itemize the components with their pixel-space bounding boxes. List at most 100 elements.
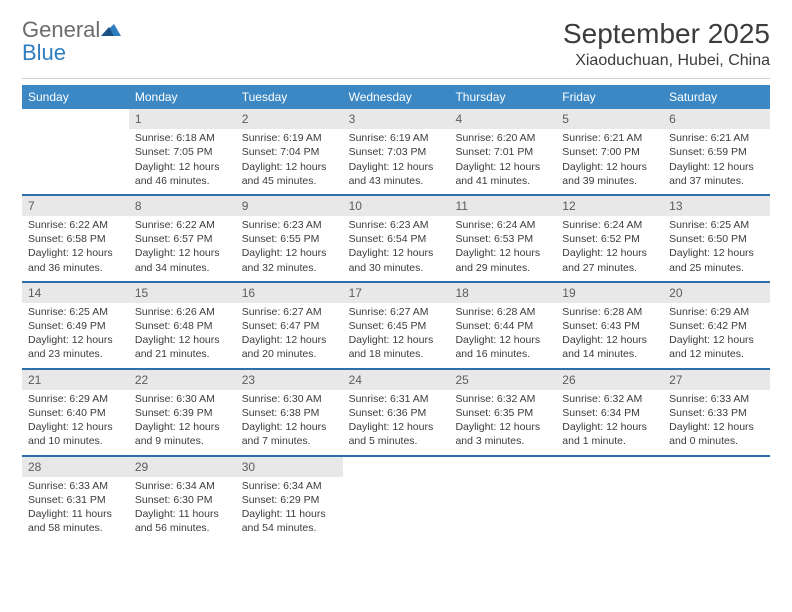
day-cell: 26Sunrise: 6:32 AMSunset: 6:34 PMDayligh… bbox=[556, 370, 663, 455]
month-title: September 2025 bbox=[563, 18, 770, 50]
day-details: Sunrise: 6:23 AMSunset: 6:54 PMDaylight:… bbox=[343, 216, 450, 281]
day-cell: 4Sunrise: 6:20 AMSunset: 7:01 PMDaylight… bbox=[449, 109, 556, 194]
weeks-container: 1Sunrise: 6:18 AMSunset: 7:05 PMDaylight… bbox=[22, 109, 770, 541]
day-cell bbox=[22, 109, 129, 194]
daylight-text: Daylight: 12 hours and 9 minutes. bbox=[135, 420, 230, 448]
sunrise-text: Sunrise: 6:30 AM bbox=[135, 392, 230, 406]
day-cell: 29Sunrise: 6:34 AMSunset: 6:30 PMDayligh… bbox=[129, 457, 236, 542]
daylight-text: Daylight: 12 hours and 0 minutes. bbox=[669, 420, 764, 448]
daylight-text: Daylight: 12 hours and 16 minutes. bbox=[455, 333, 550, 361]
sunrise-text: Sunrise: 6:27 AM bbox=[349, 305, 444, 319]
day-number: 9 bbox=[236, 196, 343, 216]
sunset-text: Sunset: 6:29 PM bbox=[242, 493, 337, 507]
day-cell: 2Sunrise: 6:19 AMSunset: 7:04 PMDaylight… bbox=[236, 109, 343, 194]
daylight-text: Daylight: 12 hours and 37 minutes. bbox=[669, 160, 764, 188]
day-details: Sunrise: 6:29 AMSunset: 6:42 PMDaylight:… bbox=[663, 303, 770, 368]
daylight-text: Daylight: 12 hours and 3 minutes. bbox=[455, 420, 550, 448]
day-cell: 3Sunrise: 6:19 AMSunset: 7:03 PMDaylight… bbox=[343, 109, 450, 194]
day-details: Sunrise: 6:24 AMSunset: 6:53 PMDaylight:… bbox=[449, 216, 556, 281]
week-row: 14Sunrise: 6:25 AMSunset: 6:49 PMDayligh… bbox=[22, 283, 770, 370]
day-details: Sunrise: 6:31 AMSunset: 6:36 PMDaylight:… bbox=[343, 390, 450, 455]
daylight-text: Daylight: 12 hours and 1 minute. bbox=[562, 420, 657, 448]
sunset-text: Sunset: 6:55 PM bbox=[242, 232, 337, 246]
day-cell: 23Sunrise: 6:30 AMSunset: 6:38 PMDayligh… bbox=[236, 370, 343, 455]
daylight-text: Daylight: 12 hours and 7 minutes. bbox=[242, 420, 337, 448]
logo: GeneralBlue bbox=[22, 18, 123, 64]
day-cell: 22Sunrise: 6:30 AMSunset: 6:39 PMDayligh… bbox=[129, 370, 236, 455]
week-row: 21Sunrise: 6:29 AMSunset: 6:40 PMDayligh… bbox=[22, 370, 770, 457]
day-cell: 19Sunrise: 6:28 AMSunset: 6:43 PMDayligh… bbox=[556, 283, 663, 368]
day-number: 27 bbox=[663, 370, 770, 390]
daylight-text: Daylight: 12 hours and 10 minutes. bbox=[28, 420, 123, 448]
daylight-text: Daylight: 12 hours and 27 minutes. bbox=[562, 246, 657, 274]
day-details: Sunrise: 6:29 AMSunset: 6:40 PMDaylight:… bbox=[22, 390, 129, 455]
daylight-text: Daylight: 11 hours and 54 minutes. bbox=[242, 507, 337, 535]
day-cell: 28Sunrise: 6:33 AMSunset: 6:31 PMDayligh… bbox=[22, 457, 129, 542]
day-details: Sunrise: 6:34 AMSunset: 6:30 PMDaylight:… bbox=[129, 477, 236, 542]
day-details: Sunrise: 6:19 AMSunset: 7:03 PMDaylight:… bbox=[343, 129, 450, 194]
sunrise-text: Sunrise: 6:21 AM bbox=[562, 131, 657, 145]
day-details: Sunrise: 6:22 AMSunset: 6:58 PMDaylight:… bbox=[22, 216, 129, 281]
day-number: 5 bbox=[556, 109, 663, 129]
day-number: 3 bbox=[343, 109, 450, 129]
sunset-text: Sunset: 7:01 PM bbox=[455, 145, 550, 159]
sunset-text: Sunset: 6:38 PM bbox=[242, 406, 337, 420]
sunrise-text: Sunrise: 6:29 AM bbox=[28, 392, 123, 406]
day-header: Sunday bbox=[22, 85, 129, 109]
day-details: Sunrise: 6:32 AMSunset: 6:34 PMDaylight:… bbox=[556, 390, 663, 455]
sunset-text: Sunset: 6:57 PM bbox=[135, 232, 230, 246]
day-details: Sunrise: 6:18 AMSunset: 7:05 PMDaylight:… bbox=[129, 129, 236, 194]
day-cell: 15Sunrise: 6:26 AMSunset: 6:48 PMDayligh… bbox=[129, 283, 236, 368]
day-number: 22 bbox=[129, 370, 236, 390]
sunset-text: Sunset: 6:34 PM bbox=[562, 406, 657, 420]
day-cell: 12Sunrise: 6:24 AMSunset: 6:52 PMDayligh… bbox=[556, 196, 663, 281]
divider bbox=[22, 78, 770, 79]
day-number: 1 bbox=[129, 109, 236, 129]
sunrise-text: Sunrise: 6:27 AM bbox=[242, 305, 337, 319]
sunset-text: Sunset: 6:30 PM bbox=[135, 493, 230, 507]
day-cell: 24Sunrise: 6:31 AMSunset: 6:36 PMDayligh… bbox=[343, 370, 450, 455]
day-number: 7 bbox=[22, 196, 129, 216]
day-details: Sunrise: 6:30 AMSunset: 6:39 PMDaylight:… bbox=[129, 390, 236, 455]
sunset-text: Sunset: 6:40 PM bbox=[28, 406, 123, 420]
sunrise-text: Sunrise: 6:28 AM bbox=[455, 305, 550, 319]
day-cell: 21Sunrise: 6:29 AMSunset: 6:40 PMDayligh… bbox=[22, 370, 129, 455]
sunrise-text: Sunrise: 6:19 AM bbox=[242, 131, 337, 145]
daylight-text: Daylight: 12 hours and 43 minutes. bbox=[349, 160, 444, 188]
header: GeneralBlue September 2025 Xiaoduchuan, … bbox=[22, 18, 770, 70]
day-cell: 27Sunrise: 6:33 AMSunset: 6:33 PMDayligh… bbox=[663, 370, 770, 455]
sunset-text: Sunset: 6:39 PM bbox=[135, 406, 230, 420]
sunset-text: Sunset: 6:58 PM bbox=[28, 232, 123, 246]
day-details: Sunrise: 6:28 AMSunset: 6:44 PMDaylight:… bbox=[449, 303, 556, 368]
sunrise-text: Sunrise: 6:32 AM bbox=[455, 392, 550, 406]
day-cell: 16Sunrise: 6:27 AMSunset: 6:47 PMDayligh… bbox=[236, 283, 343, 368]
day-cell: 17Sunrise: 6:27 AMSunset: 6:45 PMDayligh… bbox=[343, 283, 450, 368]
day-header: Saturday bbox=[663, 85, 770, 109]
daylight-text: Daylight: 12 hours and 46 minutes. bbox=[135, 160, 230, 188]
day-details: Sunrise: 6:21 AMSunset: 7:00 PMDaylight:… bbox=[556, 129, 663, 194]
day-details: Sunrise: 6:27 AMSunset: 6:47 PMDaylight:… bbox=[236, 303, 343, 368]
day-number: 28 bbox=[22, 457, 129, 477]
daylight-text: Daylight: 12 hours and 30 minutes. bbox=[349, 246, 444, 274]
day-cell bbox=[343, 457, 450, 542]
sunrise-text: Sunrise: 6:22 AM bbox=[28, 218, 123, 232]
week-row: 28Sunrise: 6:33 AMSunset: 6:31 PMDayligh… bbox=[22, 457, 770, 542]
day-details: Sunrise: 6:19 AMSunset: 7:04 PMDaylight:… bbox=[236, 129, 343, 194]
daylight-text: Daylight: 11 hours and 58 minutes. bbox=[28, 507, 123, 535]
day-details: Sunrise: 6:23 AMSunset: 6:55 PMDaylight:… bbox=[236, 216, 343, 281]
daylight-text: Daylight: 12 hours and 36 minutes. bbox=[28, 246, 123, 274]
location-subtitle: Xiaoduchuan, Hubei, China bbox=[563, 52, 770, 70]
daylight-text: Daylight: 12 hours and 18 minutes. bbox=[349, 333, 444, 361]
week-row: 7Sunrise: 6:22 AMSunset: 6:58 PMDaylight… bbox=[22, 196, 770, 283]
daylight-text: Daylight: 12 hours and 12 minutes. bbox=[669, 333, 764, 361]
day-header: Monday bbox=[129, 85, 236, 109]
daylight-text: Daylight: 12 hours and 25 minutes. bbox=[669, 246, 764, 274]
week-row: 1Sunrise: 6:18 AMSunset: 7:05 PMDaylight… bbox=[22, 109, 770, 196]
day-cell: 14Sunrise: 6:25 AMSunset: 6:49 PMDayligh… bbox=[22, 283, 129, 368]
sunset-text: Sunset: 6:54 PM bbox=[349, 232, 444, 246]
sunset-text: Sunset: 6:47 PM bbox=[242, 319, 337, 333]
day-details: Sunrise: 6:20 AMSunset: 7:01 PMDaylight:… bbox=[449, 129, 556, 194]
sunset-text: Sunset: 6:43 PM bbox=[562, 319, 657, 333]
day-cell bbox=[663, 457, 770, 542]
sunrise-text: Sunrise: 6:28 AM bbox=[562, 305, 657, 319]
